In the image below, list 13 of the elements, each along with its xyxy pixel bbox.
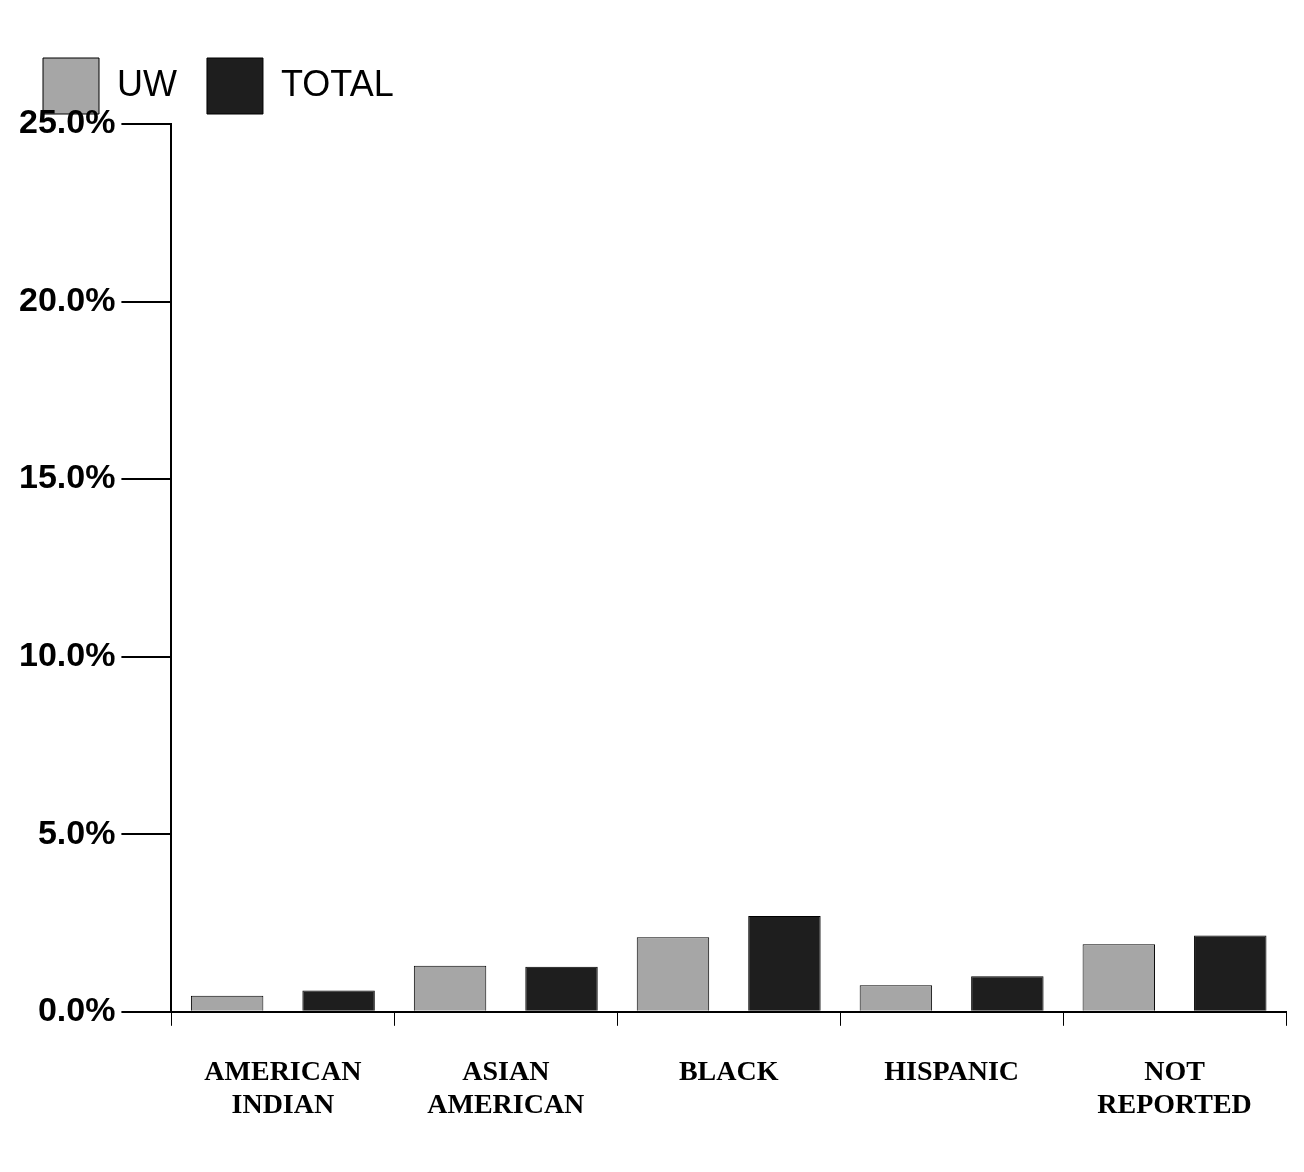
x-tick-label: NOT REPORTED xyxy=(1097,1054,1252,1120)
legend-label: UW xyxy=(117,62,177,104)
y-tick-label: 0.0% xyxy=(37,990,116,1029)
y-tick-label: 25.0% xyxy=(19,102,116,141)
y-tick-label: 15.0% xyxy=(19,457,116,496)
x-tick-label: BLACK xyxy=(678,1054,779,1086)
y-tick-label: 10.0% xyxy=(19,635,116,674)
y-tick-label: 20.0% xyxy=(19,279,116,318)
x-tick-label: ASIAN AMERICAN xyxy=(427,1054,585,1120)
x-tick-label: HISPANIC xyxy=(884,1054,1020,1086)
y-tick-label: 5.0% xyxy=(37,812,116,851)
x-tick-label: AMERICAN INDIAN xyxy=(204,1054,362,1120)
legend-label: TOTAL xyxy=(280,62,394,104)
